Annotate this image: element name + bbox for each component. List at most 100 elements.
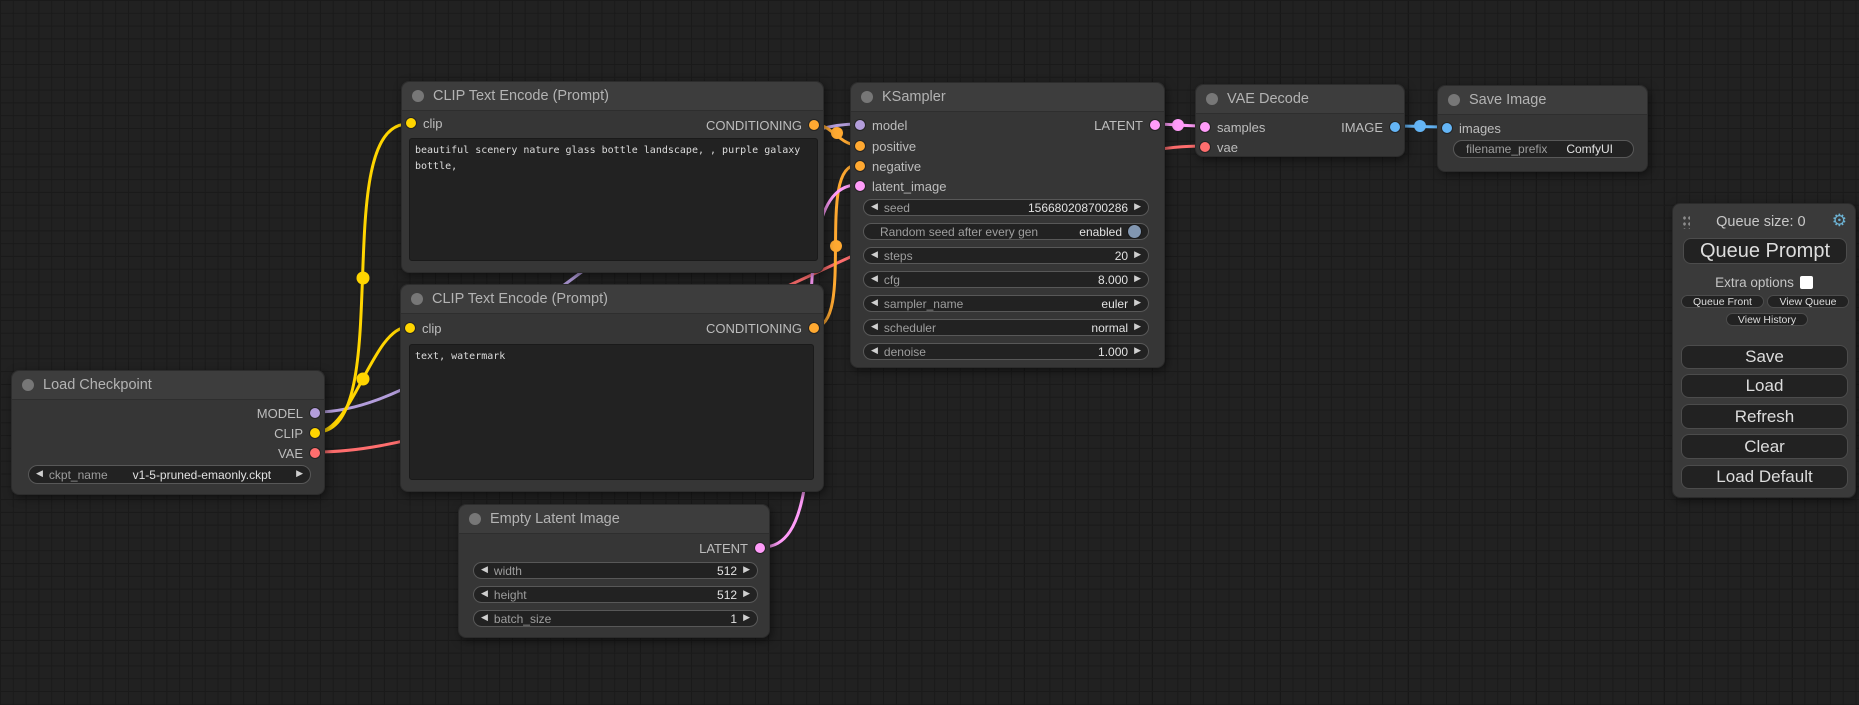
samples-input-port[interactable] bbox=[1200, 122, 1210, 132]
collapse-dot-icon[interactable] bbox=[1448, 94, 1460, 106]
clear-button[interactable]: Clear bbox=[1681, 434, 1848, 459]
image-output-port[interactable] bbox=[1390, 122, 1400, 132]
node-load-checkpoint[interactable]: Load Checkpoint MODEL CLIP VAE ◀ ckpt_na… bbox=[11, 370, 325, 495]
node-title-bar[interactable]: Load Checkpoint bbox=[12, 371, 324, 400]
increment-arrow-icon[interactable]: ▶ bbox=[1134, 298, 1141, 308]
refresh-button[interactable]: Refresh bbox=[1681, 404, 1848, 429]
conditioning-output-port[interactable] bbox=[809, 120, 819, 130]
output-conditioning[interactable]: CONDITIONING bbox=[706, 320, 819, 336]
input-samples[interactable]: samples bbox=[1200, 119, 1265, 135]
decrement-arrow-icon[interactable]: ◀ bbox=[481, 589, 488, 599]
collapse-dot-icon[interactable] bbox=[861, 91, 873, 103]
node-ksampler[interactable]: KSampler model positive negative latent_… bbox=[850, 82, 1165, 368]
model-input-port[interactable] bbox=[855, 120, 865, 130]
latent-output-port[interactable] bbox=[1150, 120, 1160, 130]
increment-arrow-icon[interactable]: ▶ bbox=[743, 565, 750, 575]
increment-arrow-icon[interactable]: ▶ bbox=[1134, 250, 1141, 260]
increment-arrow-icon[interactable]: ▶ bbox=[1134, 322, 1141, 332]
increment-arrow-icon[interactable]: ▶ bbox=[1134, 202, 1141, 212]
increment-arrow-icon[interactable]: ▶ bbox=[743, 589, 750, 599]
clip-input-port[interactable] bbox=[406, 118, 416, 128]
prompt-textarea[interactable]: beautiful scenery nature glass bottle la… bbox=[409, 138, 818, 261]
ckpt-name-widget[interactable]: ◀ ckpt_name v1-5-pruned-emaonly.ckpt ▶ bbox=[28, 465, 311, 484]
output-model[interactable]: MODEL bbox=[257, 405, 320, 421]
settings-gear-icon[interactable]: ⚙ bbox=[1831, 211, 1847, 231]
input-latent-image[interactable]: latent_image bbox=[855, 178, 946, 194]
queue-front-button[interactable]: Queue Front bbox=[1681, 295, 1764, 308]
negative-input-port[interactable] bbox=[855, 161, 865, 171]
node-save-image[interactable]: Save Image images filename_prefix ComfyU… bbox=[1437, 85, 1648, 172]
node-clip-text-encode-positive[interactable]: CLIP Text Encode (Prompt) clip CONDITION… bbox=[401, 81, 824, 273]
decrement-arrow-icon[interactable]: ◀ bbox=[871, 274, 878, 284]
sampler-name-widget[interactable]: ◀ sampler_name euler ▶ bbox=[863, 295, 1149, 312]
decrement-arrow-icon[interactable]: ◀ bbox=[871, 298, 878, 308]
node-title-bar[interactable]: VAE Decode bbox=[1196, 85, 1404, 114]
output-clip[interactable]: CLIP bbox=[274, 425, 320, 441]
denoise-widget[interactable]: ◀ denoise 1.000 ▶ bbox=[863, 343, 1149, 360]
scheduler-widget[interactable]: ◀ scheduler normal ▶ bbox=[863, 319, 1149, 336]
decrement-arrow-icon[interactable]: ◀ bbox=[36, 469, 43, 479]
collapse-dot-icon[interactable] bbox=[469, 513, 481, 525]
node-title-bar[interactable]: Empty Latent Image bbox=[459, 505, 769, 534]
height-widget[interactable]: ◀ height 512 ▶ bbox=[473, 586, 758, 603]
decrement-arrow-icon[interactable]: ◀ bbox=[871, 322, 878, 332]
input-negative[interactable]: negative bbox=[855, 158, 921, 174]
node-title-bar[interactable]: CLIP Text Encode (Prompt) bbox=[402, 82, 823, 111]
width-widget[interactable]: ◀ width 512 ▶ bbox=[473, 562, 758, 579]
extra-options-checkbox[interactable] bbox=[1799, 276, 1813, 289]
increment-arrow-icon[interactable]: ▶ bbox=[1134, 274, 1141, 284]
collapse-dot-icon[interactable] bbox=[411, 293, 423, 305]
drag-handle-icon[interactable] bbox=[1682, 214, 1690, 229]
batch-size-widget[interactable]: ◀ batch_size 1 ▶ bbox=[473, 610, 758, 627]
conditioning-output-port[interactable] bbox=[809, 323, 819, 333]
load-button[interactable]: Load bbox=[1681, 374, 1848, 398]
increment-arrow-icon[interactable]: ▶ bbox=[296, 469, 303, 479]
node-title-bar[interactable]: CLIP Text Encode (Prompt) bbox=[401, 285, 823, 314]
toggle-on-icon[interactable] bbox=[1128, 225, 1141, 238]
view-history-button[interactable]: View History bbox=[1726, 313, 1808, 326]
node-vae-decode[interactable]: VAE Decode samples vae IMAGE bbox=[1195, 84, 1405, 157]
filename-prefix-widget[interactable]: filename_prefix ComfyUI bbox=[1453, 140, 1634, 158]
node-clip-text-encode-negative[interactable]: CLIP Text Encode (Prompt) clip CONDITION… bbox=[400, 284, 824, 492]
latent-input-port[interactable] bbox=[855, 181, 865, 191]
input-vae[interactable]: vae bbox=[1200, 139, 1238, 155]
input-model[interactable]: model bbox=[855, 117, 907, 133]
vae-input-port[interactable] bbox=[1200, 142, 1210, 152]
clip-input-port[interactable] bbox=[405, 323, 415, 333]
decrement-arrow-icon[interactable]: ◀ bbox=[481, 613, 488, 623]
increment-arrow-icon[interactable]: ▶ bbox=[1134, 346, 1141, 356]
latent-output-port[interactable] bbox=[755, 543, 765, 553]
queue-prompt-button[interactable]: Queue Prompt bbox=[1683, 238, 1847, 264]
collapse-dot-icon[interactable] bbox=[412, 90, 424, 102]
collapse-dot-icon[interactable] bbox=[1206, 93, 1218, 105]
output-vae[interactable]: VAE bbox=[278, 445, 320, 461]
cfg-widget[interactable]: ◀ cfg 8.000 ▶ bbox=[863, 271, 1149, 288]
increment-arrow-icon[interactable]: ▶ bbox=[743, 613, 750, 623]
output-image[interactable]: IMAGE bbox=[1341, 119, 1400, 135]
decrement-arrow-icon[interactable]: ◀ bbox=[481, 565, 488, 575]
input-positive[interactable]: positive bbox=[855, 138, 916, 154]
seed-widget[interactable]: ◀ seed 156680208700286 ▶ bbox=[863, 199, 1149, 216]
input-clip[interactable]: clip bbox=[405, 320, 442, 336]
view-queue-button[interactable]: View Queue bbox=[1767, 295, 1849, 308]
output-latent[interactable]: LATENT bbox=[699, 540, 765, 556]
input-clip[interactable]: clip bbox=[406, 115, 443, 131]
random-seed-widget[interactable]: Random seed after every gen enabled bbox=[863, 223, 1149, 240]
clip-output-port[interactable] bbox=[310, 428, 320, 438]
positive-input-port[interactable] bbox=[855, 141, 865, 151]
collapse-dot-icon[interactable] bbox=[22, 379, 34, 391]
output-conditioning[interactable]: CONDITIONING bbox=[706, 117, 819, 133]
images-input-port[interactable] bbox=[1442, 123, 1452, 133]
decrement-arrow-icon[interactable]: ◀ bbox=[871, 250, 878, 260]
load-default-button[interactable]: Load Default bbox=[1681, 465, 1848, 489]
decrement-arrow-icon[interactable]: ◀ bbox=[871, 346, 878, 356]
output-latent[interactable]: LATENT bbox=[1094, 117, 1160, 133]
node-empty-latent-image[interactable]: Empty Latent Image LATENT ◀ width 512 ▶ … bbox=[458, 504, 770, 638]
model-output-port[interactable] bbox=[310, 408, 320, 418]
input-images[interactable]: images bbox=[1442, 120, 1501, 136]
steps-widget[interactable]: ◀ steps 20 ▶ bbox=[863, 247, 1149, 264]
prompt-textarea[interactable]: text, watermark bbox=[409, 344, 814, 480]
vae-output-port[interactable] bbox=[310, 448, 320, 458]
node-title-bar[interactable]: KSampler bbox=[851, 83, 1164, 112]
